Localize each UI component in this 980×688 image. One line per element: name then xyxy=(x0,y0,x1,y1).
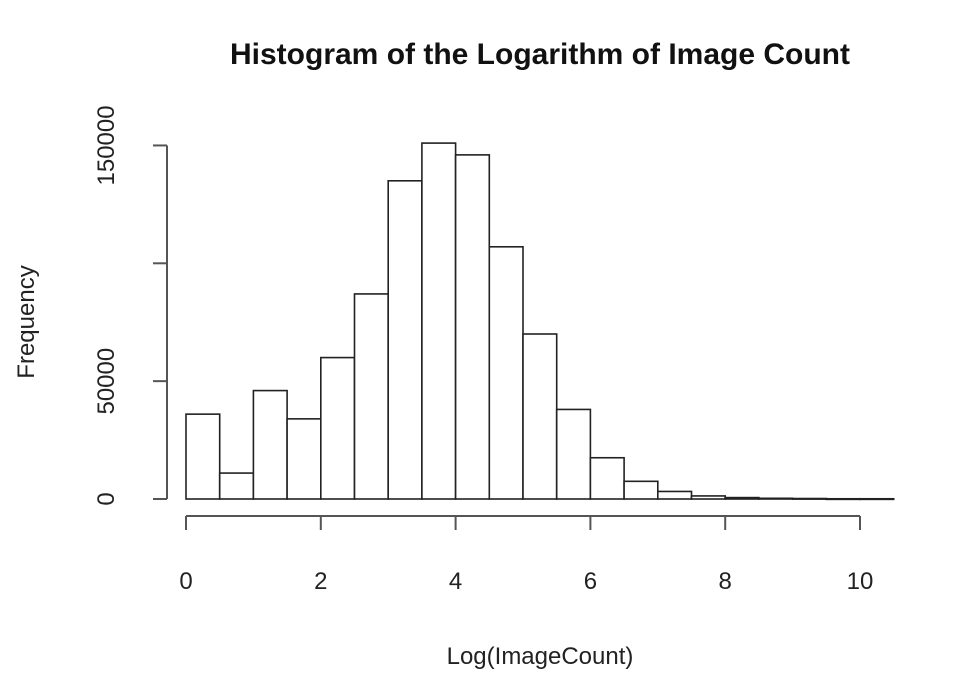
y-axis: 0 50000 150000 xyxy=(93,105,168,506)
x-tick-label: 8 xyxy=(719,568,732,595)
histogram-bar xyxy=(185,413,221,500)
histogram-bar xyxy=(319,356,356,500)
histogram-bar xyxy=(656,490,693,500)
histogram-bar xyxy=(623,480,659,500)
x-axis: 0 2 4 6 8 10 xyxy=(179,515,874,595)
histogram-bar xyxy=(522,333,558,500)
y-tick-label: 50000 xyxy=(93,348,120,415)
histogram-bar xyxy=(791,497,828,500)
chart-title: Histogram of the Logarithm of Image Coun… xyxy=(230,38,850,71)
histogram-bar xyxy=(454,154,491,500)
y-tick-label: 150000 xyxy=(93,105,120,185)
histogram-bar xyxy=(218,472,255,500)
histogram-bar xyxy=(690,495,727,500)
x-tick-label: 6 xyxy=(584,568,597,595)
x-tick-label: 0 xyxy=(179,568,192,595)
histogram-bar xyxy=(387,180,423,500)
bars-group xyxy=(185,142,895,501)
x-tick-label: 4 xyxy=(449,568,462,595)
histogram-bar xyxy=(286,418,322,500)
histogram-bar xyxy=(859,497,895,501)
x-axis-label: Log(ImageCount) xyxy=(447,643,634,670)
histogram-bar xyxy=(825,497,861,501)
histogram-bar xyxy=(589,456,625,500)
histogram-bar xyxy=(353,293,390,500)
histogram-bar xyxy=(555,408,592,500)
histogram-bar xyxy=(421,142,457,500)
x-tick-label: 10 xyxy=(847,568,874,595)
y-tick-label: 0 xyxy=(93,492,120,505)
histogram-bar xyxy=(758,497,794,500)
y-axis-label: Frequency xyxy=(13,265,40,378)
x-tick-label: 2 xyxy=(314,568,327,595)
histogram-bar xyxy=(252,389,288,500)
histogram-bar xyxy=(724,496,760,500)
histogram-bar xyxy=(488,246,524,500)
